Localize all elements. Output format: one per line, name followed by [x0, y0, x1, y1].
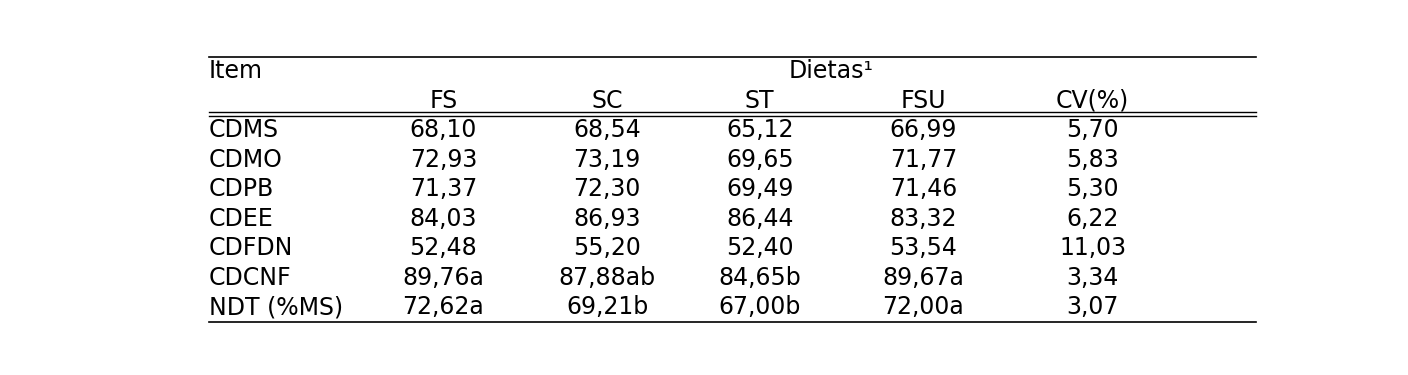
Text: Item: Item	[208, 59, 263, 83]
Text: 89,76a: 89,76a	[403, 266, 484, 290]
Text: 72,62a: 72,62a	[403, 296, 484, 320]
Text: FSU: FSU	[901, 89, 946, 113]
Text: 66,99: 66,99	[890, 118, 957, 142]
Text: 68,54: 68,54	[573, 118, 641, 142]
Text: 5,70: 5,70	[1066, 118, 1119, 142]
Text: 72,93: 72,93	[410, 148, 477, 172]
Text: CV(%): CV(%)	[1056, 89, 1129, 113]
Text: 67,00b: 67,00b	[718, 296, 801, 320]
Text: 11,03: 11,03	[1059, 236, 1126, 260]
Text: 87,88ab: 87,88ab	[559, 266, 656, 290]
Text: 53,54: 53,54	[890, 236, 957, 260]
Text: CDMS: CDMS	[208, 118, 279, 142]
Text: NDT (%MS): NDT (%MS)	[208, 296, 344, 320]
Text: 5,30: 5,30	[1066, 177, 1119, 201]
Text: 86,44: 86,44	[727, 207, 794, 231]
Text: 52,48: 52,48	[410, 236, 477, 260]
Text: 84,65b: 84,65b	[718, 266, 801, 290]
Text: 71,37: 71,37	[410, 177, 477, 201]
Text: 69,49: 69,49	[727, 177, 794, 201]
Text: 86,93: 86,93	[573, 207, 641, 231]
Text: 83,32: 83,32	[890, 207, 957, 231]
Text: CDFDN: CDFDN	[208, 236, 293, 260]
Text: 52,40: 52,40	[727, 236, 794, 260]
Text: CDCNF: CDCNF	[208, 266, 291, 290]
Text: CDPB: CDPB	[208, 177, 275, 201]
Text: 3,34: 3,34	[1066, 266, 1119, 290]
Text: CDEE: CDEE	[208, 207, 273, 231]
Text: 71,77: 71,77	[890, 148, 957, 172]
Text: 73,19: 73,19	[573, 148, 641, 172]
Text: 3,07: 3,07	[1066, 296, 1119, 320]
Text: CDMO: CDMO	[208, 148, 283, 172]
Text: 55,20: 55,20	[573, 236, 641, 260]
Text: 5,83: 5,83	[1066, 148, 1119, 172]
Text: 69,65: 69,65	[727, 148, 794, 172]
Text: 69,21b: 69,21b	[566, 296, 648, 320]
Text: ST: ST	[745, 89, 774, 113]
Text: SC: SC	[591, 89, 622, 113]
Text: FS: FS	[429, 89, 458, 113]
Text: Dietas¹: Dietas¹	[788, 59, 873, 83]
Text: 71,46: 71,46	[890, 177, 957, 201]
Text: 72,00a: 72,00a	[883, 296, 964, 320]
Text: 72,30: 72,30	[573, 177, 641, 201]
Text: 84,03: 84,03	[410, 207, 477, 231]
Text: 89,67a: 89,67a	[883, 266, 964, 290]
Text: 68,10: 68,10	[410, 118, 477, 142]
Text: 6,22: 6,22	[1066, 207, 1119, 231]
Text: 65,12: 65,12	[727, 118, 794, 142]
